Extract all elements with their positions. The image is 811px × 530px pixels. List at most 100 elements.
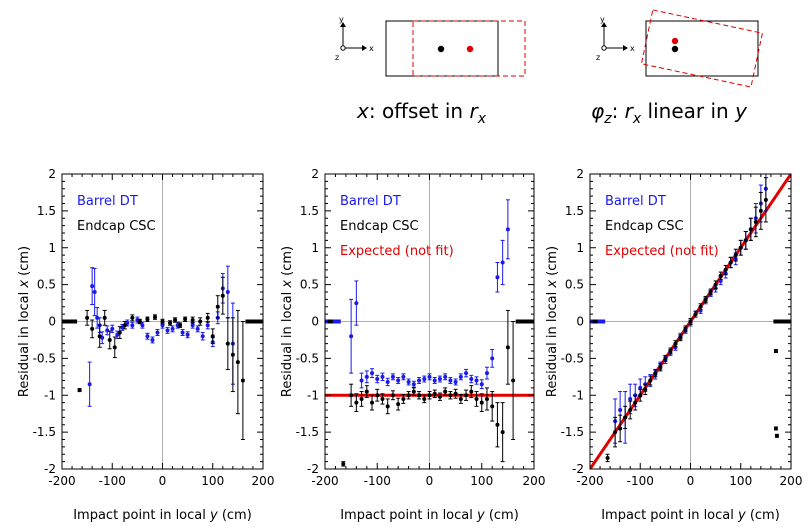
y-tick-label: 2 bbox=[311, 167, 319, 181]
rotated-center-dot bbox=[671, 37, 679, 45]
data-point bbox=[85, 315, 90, 320]
data-point bbox=[359, 378, 364, 383]
y-tick-label: 0 bbox=[311, 315, 319, 329]
data-point bbox=[145, 334, 150, 339]
data-point bbox=[628, 396, 633, 401]
data-point bbox=[668, 349, 673, 353]
axis-z-label: z bbox=[335, 53, 339, 62]
chart-panel-phiz-expected: -200 -100 0 100 200 -2 -1.5 -1 -0.5 0 0.5 1 1.5 2 Impa… bbox=[545, 167, 802, 523]
y-tick-label: 1 bbox=[311, 241, 319, 255]
data-point bbox=[107, 337, 112, 342]
y-tick-label: -0.5 bbox=[561, 351, 584, 365]
chart-panel-offset-x: -200 -100 0 100 200 -2 -1.5 -1 -0.5 0 0.5 1 1.5 2 Impa… bbox=[17, 167, 274, 523]
y-tick-label: 0.5 bbox=[565, 278, 584, 292]
series-endcap-csc bbox=[77, 276, 245, 440]
data-point bbox=[479, 400, 484, 405]
x-tick-label: 100 bbox=[201, 474, 224, 488]
data-point bbox=[406, 393, 411, 398]
data-point bbox=[380, 374, 385, 379]
data-point bbox=[349, 334, 354, 339]
data-point bbox=[458, 374, 463, 379]
data-point bbox=[240, 378, 245, 383]
data-point bbox=[370, 371, 375, 376]
data-point bbox=[753, 219, 758, 224]
data-point bbox=[235, 360, 240, 365]
legend-label: Expected (not fit) bbox=[340, 244, 454, 259]
data-point bbox=[375, 393, 380, 398]
data-point bbox=[703, 297, 708, 302]
offset-caption: x: offset in rx bbox=[356, 99, 487, 127]
data-point bbox=[743, 238, 748, 243]
coordinate-axes-icon: y x z bbox=[335, 15, 374, 62]
data-point bbox=[643, 387, 648, 392]
data-point bbox=[90, 326, 95, 331]
data-point bbox=[354, 400, 359, 405]
data-point bbox=[359, 396, 364, 401]
data-point bbox=[390, 374, 395, 379]
y-tick-label: -1.5 bbox=[33, 425, 56, 439]
data-point bbox=[663, 356, 668, 361]
data-point bbox=[437, 394, 442, 399]
data-point bbox=[411, 389, 416, 394]
y-tick-label: -2 bbox=[44, 462, 56, 476]
data-point bbox=[748, 227, 753, 232]
data-point bbox=[97, 334, 102, 339]
data-point bbox=[474, 396, 479, 401]
data-point bbox=[105, 328, 110, 333]
data-point bbox=[443, 374, 448, 379]
data-point bbox=[364, 389, 369, 394]
rotated-chamber bbox=[640, 9, 763, 88]
x-tick-label: 0 bbox=[426, 474, 434, 488]
y-axis-label: Residual in local x (cm) bbox=[280, 246, 295, 397]
data-point bbox=[341, 461, 346, 466]
data-point bbox=[505, 227, 510, 232]
data-point bbox=[180, 330, 185, 335]
data-point bbox=[385, 404, 390, 409]
data-point bbox=[638, 393, 643, 398]
axis-z-label: z bbox=[596, 53, 600, 62]
x-tick-label: 100 bbox=[729, 474, 752, 488]
data-point bbox=[511, 378, 516, 383]
y-tick-label: 0.5 bbox=[37, 278, 56, 292]
data-point bbox=[422, 396, 427, 401]
data-point bbox=[205, 323, 210, 328]
data-point bbox=[474, 378, 479, 383]
data-point bbox=[160, 319, 165, 324]
data-point bbox=[112, 345, 117, 350]
data-point bbox=[401, 396, 406, 401]
data-point bbox=[618, 426, 623, 431]
data-point bbox=[500, 430, 505, 435]
data-point bbox=[150, 337, 155, 342]
axis-x-label: x bbox=[630, 44, 635, 53]
data-point bbox=[198, 319, 203, 324]
data-point bbox=[490, 404, 495, 409]
data-point bbox=[469, 389, 474, 394]
data-point bbox=[605, 455, 610, 460]
data-point bbox=[215, 304, 220, 309]
x-tick-label: 200 bbox=[252, 474, 275, 488]
data-point bbox=[110, 326, 115, 331]
y-tick-label: 1.5 bbox=[565, 204, 584, 218]
data-point bbox=[458, 396, 463, 401]
data-point bbox=[484, 396, 489, 401]
data-point bbox=[618, 408, 623, 412]
data-point bbox=[738, 245, 743, 250]
data-point bbox=[469, 377, 474, 382]
data-point bbox=[495, 422, 500, 427]
data-point bbox=[453, 391, 458, 396]
data-point bbox=[185, 332, 190, 337]
legend-label: Endcap CSC bbox=[77, 219, 156, 234]
x-tick-label: -100 bbox=[627, 474, 654, 488]
rotation-diagram: y x z φz: rx linear in y bbox=[591, 9, 763, 127]
data-point bbox=[95, 315, 100, 320]
offset-diagram: y x z x: offset in rx bbox=[335, 15, 526, 127]
data-point bbox=[406, 379, 411, 384]
y-tick-label: -1 bbox=[307, 388, 319, 402]
y-axis-label: Residual in local x (cm) bbox=[545, 246, 560, 397]
data-point bbox=[411, 382, 416, 387]
data-point bbox=[500, 260, 505, 265]
data-point bbox=[484, 371, 489, 376]
series-endcap-csc bbox=[341, 309, 516, 467]
data-point bbox=[152, 315, 157, 320]
coordinate-axes-icon: y x z bbox=[596, 15, 635, 62]
